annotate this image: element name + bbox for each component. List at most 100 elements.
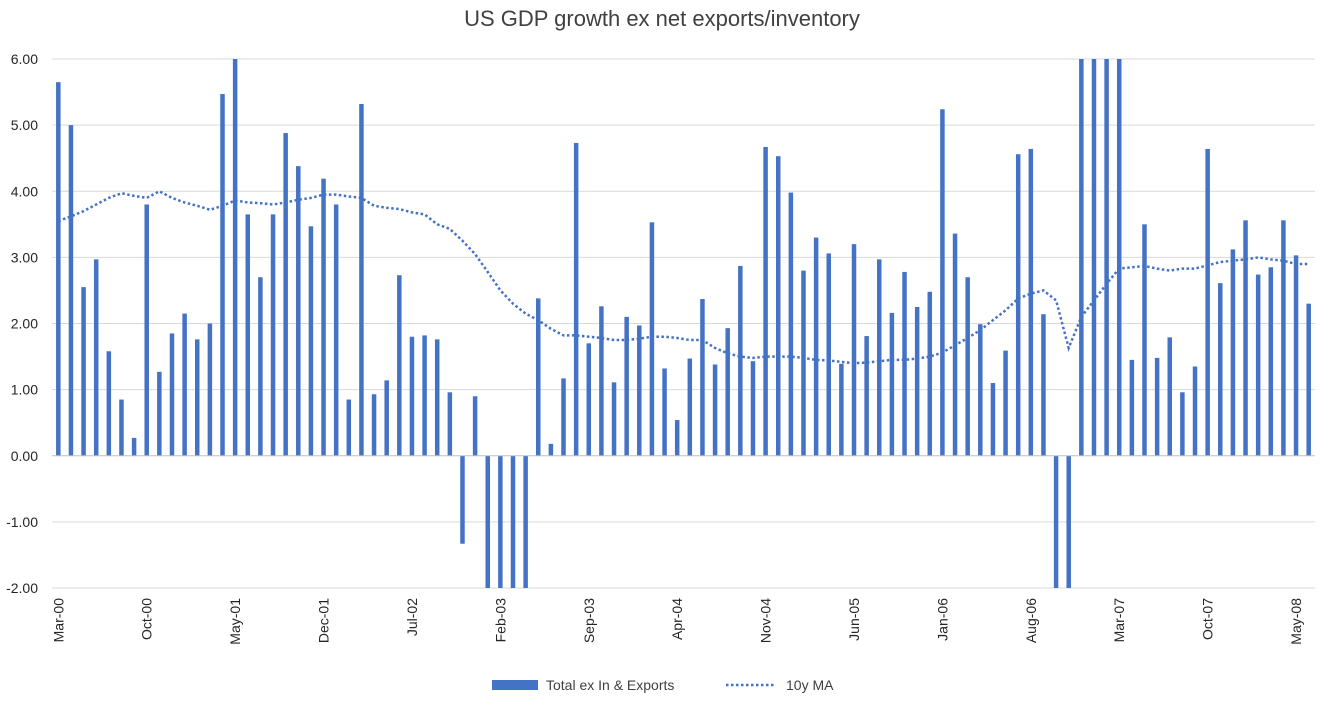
x-tick-label: May-01 <box>227 598 243 645</box>
y-axis-tick-labels: 6.00 5.00 4.00 3.00 2.00 1.00 0.00 -1.00 -2.00 <box>6 51 38 596</box>
y-tick-label: 4.00 <box>11 183 38 199</box>
chart-title: US GDP growth ex net exports/inventory <box>464 6 860 31</box>
bar <box>1016 154 1021 456</box>
bar <box>1117 59 1122 456</box>
bar <box>675 420 680 456</box>
gridlines <box>52 59 1315 588</box>
bar <box>1205 149 1210 456</box>
x-tick-label: Jul-02 <box>404 598 420 636</box>
chart-svg: US GDP growth ex net exports/inventory 6… <box>0 0 1333 708</box>
bar <box>258 277 263 456</box>
bar <box>725 328 730 456</box>
bar <box>170 333 175 455</box>
bar <box>283 133 288 456</box>
bar <box>991 383 996 456</box>
bar <box>81 287 86 456</box>
bar <box>1104 59 1109 456</box>
bar <box>940 109 945 455</box>
bar <box>69 125 74 456</box>
bar <box>814 238 819 456</box>
bar <box>1079 59 1084 456</box>
bar <box>763 147 768 456</box>
bar <box>1231 249 1236 455</box>
y-tick-label: 3.00 <box>11 249 38 265</box>
bar <box>839 364 844 456</box>
bar <box>208 324 213 456</box>
bar <box>132 438 137 456</box>
bar <box>978 324 983 456</box>
bar <box>1066 456 1071 588</box>
bar <box>612 382 617 455</box>
legend-label-bars: Total ex In & Exports <box>546 677 674 693</box>
bar <box>334 204 339 455</box>
bar <box>448 392 453 455</box>
bar <box>296 166 301 456</box>
bar <box>1054 456 1059 588</box>
x-tick-label: Aug-06 <box>1023 598 1039 643</box>
bar <box>1003 351 1008 456</box>
x-tick-label: Jun-05 <box>846 598 862 641</box>
bar <box>776 156 781 456</box>
bar <box>1281 220 1286 455</box>
bar <box>485 456 490 588</box>
bar <box>94 259 99 455</box>
bar <box>422 335 427 455</box>
bar <box>688 359 693 456</box>
y-tick-label: -1.00 <box>6 514 38 530</box>
bar <box>473 396 478 456</box>
x-tick-label: Oct-07 <box>1200 598 1216 640</box>
bar <box>1041 314 1046 456</box>
bar <box>182 314 187 456</box>
bar <box>549 444 554 456</box>
bar <box>637 325 642 455</box>
x-tick-label: Apr-04 <box>669 598 685 640</box>
bar <box>1092 59 1097 456</box>
bar <box>928 292 933 456</box>
bar <box>144 204 149 455</box>
y-tick-label: 2.00 <box>11 316 38 332</box>
bar <box>435 339 440 455</box>
bar <box>826 253 831 455</box>
x-axis-tick-labels: Mar-00 Oct-00 May-01 Dec-01 Jul-02 Feb-03 Sep-… <box>50 598 1333 645</box>
bar <box>1193 366 1198 455</box>
bar <box>915 307 920 456</box>
x-tick-label: Dec-01 <box>316 598 332 643</box>
legend: Total ex In & Exports 10y MA <box>492 677 834 693</box>
bar <box>599 306 604 455</box>
bar <box>397 275 402 456</box>
x-tick-label: Oct-00 <box>139 598 155 640</box>
x-tick-label: Jan-06 <box>934 598 950 641</box>
bar <box>1256 275 1261 456</box>
legend-swatch-bars <box>492 680 538 690</box>
bar <box>1294 255 1299 455</box>
bar <box>650 222 655 455</box>
bar <box>662 368 667 455</box>
y-tick-label: 0.00 <box>11 448 38 464</box>
x-tick-label: Mar-07 <box>1111 598 1127 643</box>
bar <box>157 372 162 456</box>
bar <box>561 378 566 455</box>
legend-label-line: 10y MA <box>786 677 834 693</box>
bar <box>536 298 541 455</box>
bar <box>965 277 970 456</box>
bar <box>511 456 516 588</box>
bar <box>713 364 718 455</box>
bar <box>587 343 592 455</box>
x-tick-label: May-08 <box>1288 598 1304 645</box>
bar <box>119 400 124 456</box>
y-tick-label: -2.00 <box>6 580 38 596</box>
bar <box>700 299 705 456</box>
bar <box>1306 304 1311 456</box>
bar <box>372 394 377 455</box>
bar <box>801 271 806 456</box>
bar <box>789 193 794 456</box>
bar <box>195 339 200 455</box>
x-tick-label: Feb-03 <box>492 598 508 643</box>
bar <box>460 456 465 544</box>
bar <box>751 361 756 456</box>
bar <box>523 456 528 588</box>
bar <box>410 337 415 456</box>
bar <box>1243 220 1248 455</box>
bar <box>877 259 882 455</box>
x-tick-label: Nov-04 <box>758 598 774 643</box>
